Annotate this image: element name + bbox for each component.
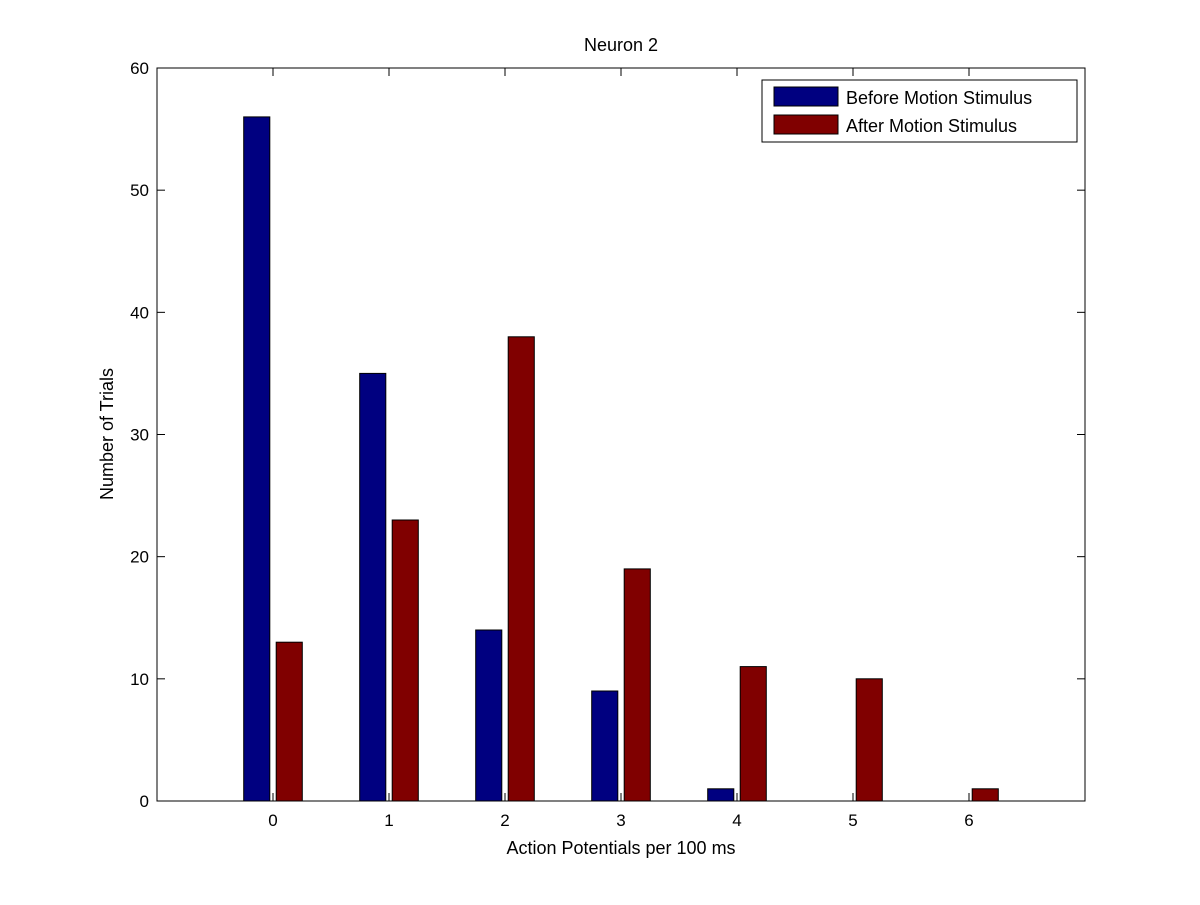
bar-before-1 [359,372,387,802]
bar-after-2 [507,336,535,802]
bar-after-4 [739,666,767,802]
bar-after-1 [391,519,419,802]
axes-box [156,67,1086,802]
x-tick-label: 4 [732,811,741,830]
y-tick-label: 20 [130,548,149,567]
legend-label-before: Before Motion Stimulus [846,88,1032,108]
bars-layer [243,116,999,802]
bar-before-0 [243,116,271,802]
x-tick-label: 2 [500,811,509,830]
legend-swatch-after [773,114,839,135]
bar-before-4 [707,788,735,802]
bar-before-3 [591,690,619,802]
bar-after-6 [971,788,999,802]
y-tick-label: 60 [130,59,149,78]
x-tick-label: 5 [848,811,857,830]
y-tick-label: 30 [130,426,149,445]
y-axis-label: Number of Trials [97,368,117,500]
legend-swatch-before [773,86,839,107]
y-tick-label: 40 [130,303,149,322]
x-tick-label: 0 [268,811,277,830]
bar-after-5 [855,678,883,802]
chart-title: Neuron 2 [584,35,658,55]
bar-before-2 [475,629,503,802]
x-tick-label: 3 [616,811,625,830]
x-axis-label: Action Potentials per 100 ms [506,838,735,858]
bar-after-0 [275,641,303,802]
y-tick-label: 50 [130,181,149,200]
plot-area [157,68,1085,801]
x-tick-label: 1 [384,811,393,830]
x-tick-label: 6 [964,811,973,830]
bar-after-3 [623,568,651,802]
y-tick-label: 10 [130,670,149,689]
y-tick-label: 0 [140,792,149,811]
legend: Before Motion Stimulus After Motion Stim… [761,79,1078,143]
legend-label-after: After Motion Stimulus [846,116,1017,136]
